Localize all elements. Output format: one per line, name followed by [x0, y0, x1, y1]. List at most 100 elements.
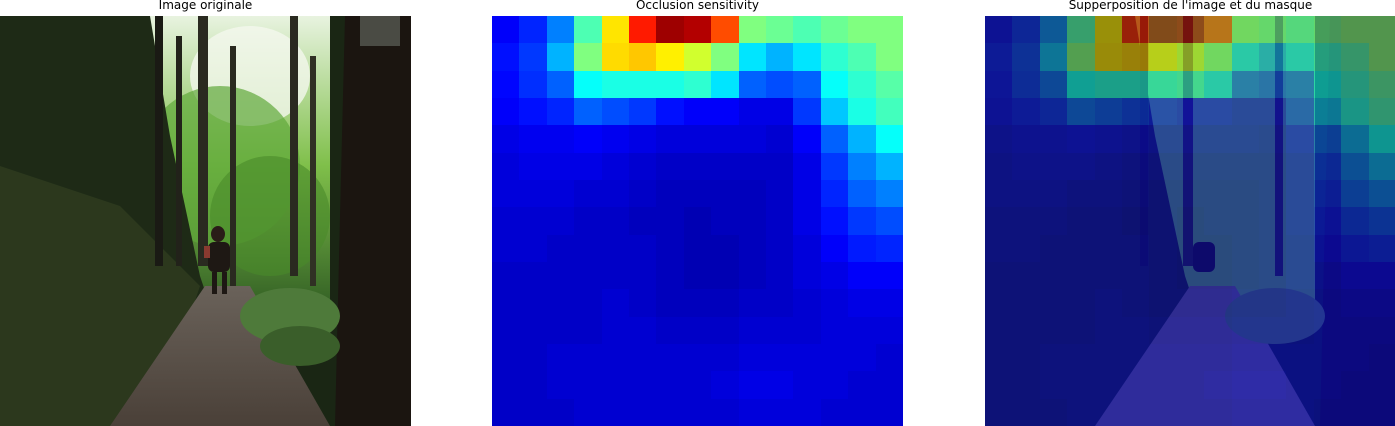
heatmap-cell	[1368, 16, 1395, 44]
heatmap-cell	[765, 70, 794, 98]
heatmap-cell	[1313, 98, 1342, 126]
heatmap-cell	[738, 344, 766, 372]
heatmap-cell	[765, 344, 794, 372]
heatmap-cell	[1231, 152, 1259, 180]
heatmap-cell	[793, 289, 821, 317]
heatmap-cell	[711, 180, 739, 208]
heatmap-cell	[1286, 344, 1314, 372]
heatmap-cell	[1121, 398, 1150, 426]
heatmap-cell	[1149, 398, 1177, 426]
heatmap-cell	[1176, 43, 1205, 71]
heatmap-cell	[546, 16, 575, 44]
heatmap-cell	[1368, 180, 1395, 208]
heatmap-cell	[1204, 207, 1232, 235]
heatmap-cell	[519, 152, 547, 180]
heatmap-cell	[765, 152, 794, 180]
heatmap-cell	[985, 16, 1013, 44]
heatmap-cell	[820, 344, 849, 372]
heatmap-cell	[875, 180, 903, 208]
heatmap-cell	[1039, 125, 1068, 153]
heatmap-cell	[1149, 344, 1177, 372]
heatmap-cell	[656, 70, 684, 98]
heatmap-cell	[492, 262, 520, 290]
heatmap-cell	[1204, 344, 1232, 372]
heatmap-cell	[519, 262, 547, 290]
heatmap-cell	[985, 398, 1013, 426]
heatmap-cell	[683, 180, 712, 208]
heatmap-cell	[1258, 98, 1287, 126]
heatmap-cell	[1258, 234, 1287, 262]
heatmap-cell	[656, 371, 684, 399]
heatmap-cell	[1121, 207, 1150, 235]
heatmap-cell	[793, 344, 821, 372]
heatmap-cell	[765, 289, 794, 317]
heatmap-cell	[683, 16, 712, 44]
heatmap-cell	[1039, 98, 1068, 126]
heatmap-cell	[546, 70, 575, 98]
heatmap-cell	[875, 262, 903, 290]
heatmap-cell	[628, 180, 657, 208]
heatmap-cell	[546, 207, 575, 235]
heatmap-cell	[1286, 43, 1314, 71]
heatmap-cell	[765, 16, 794, 44]
heatmap-cell	[1313, 371, 1342, 399]
heatmap-cell	[628, 125, 657, 153]
heatmap-cell	[656, 289, 684, 317]
heatmap-cell	[628, 207, 657, 235]
heatmap-cell	[1121, 180, 1150, 208]
heatmap-cell	[848, 316, 876, 344]
heatmap-cell	[1039, 16, 1068, 44]
heatmap-cell	[1149, 234, 1177, 262]
heatmap-cell	[1121, 152, 1150, 180]
heatmap-cell	[1039, 207, 1068, 235]
heatmap-cell	[601, 289, 629, 317]
heatmap-cell	[820, 125, 849, 153]
heatmap-cell	[1149, 207, 1177, 235]
heatmap-cell	[1368, 344, 1395, 372]
heatmap-cell	[985, 289, 1013, 317]
heatmap-cell	[711, 207, 739, 235]
heatmap-cell	[656, 98, 684, 126]
heatmap-cell	[985, 180, 1013, 208]
heatmap-cell	[656, 316, 684, 344]
heatmap-cell	[492, 180, 520, 208]
heatmap-cell	[738, 207, 766, 235]
heatmap-cell	[1286, 180, 1314, 208]
heatmap-cell	[1258, 152, 1287, 180]
heatmap-cell	[820, 70, 849, 98]
heatmap-cell	[683, 207, 712, 235]
heatmap-cell	[1094, 152, 1122, 180]
heatmap-cell	[1067, 371, 1095, 399]
heatmap-cell	[492, 344, 520, 372]
heatmap-cell	[492, 316, 520, 344]
heatmap-cell	[1012, 289, 1040, 317]
heatmap-cell	[519, 98, 547, 126]
heatmap-cell	[1067, 316, 1095, 344]
heatmap-cell	[656, 152, 684, 180]
heatmap-cell	[601, 43, 629, 71]
heatmap-cell	[628, 262, 657, 290]
heatmap-cell	[711, 16, 739, 44]
heatmap-cell	[985, 207, 1013, 235]
heatmap-cell	[711, 398, 739, 426]
heatmap-cell	[1012, 70, 1040, 98]
heatmap-cell	[1149, 125, 1177, 153]
heatmap-cell	[1258, 180, 1287, 208]
heatmap-cell	[738, 289, 766, 317]
heatmap-cell	[1231, 125, 1259, 153]
heatmap-cell	[1012, 398, 1040, 426]
heatmap-cell	[1286, 125, 1314, 153]
heatmap-cell	[1121, 125, 1150, 153]
heatmap-cell	[546, 234, 575, 262]
heatmap-cell	[1039, 180, 1068, 208]
heatmap-cell	[793, 207, 821, 235]
heatmap-cell	[1258, 289, 1287, 317]
heatmap-cell	[1368, 289, 1395, 317]
heatmap-cell	[1039, 316, 1068, 344]
heatmap-cell	[683, 344, 712, 372]
heatmap-cell	[1121, 43, 1150, 71]
heatmap-cell	[738, 234, 766, 262]
heatmap-cell	[875, 16, 903, 44]
heatmap-cell	[628, 398, 657, 426]
heatmap-cell	[628, 344, 657, 372]
